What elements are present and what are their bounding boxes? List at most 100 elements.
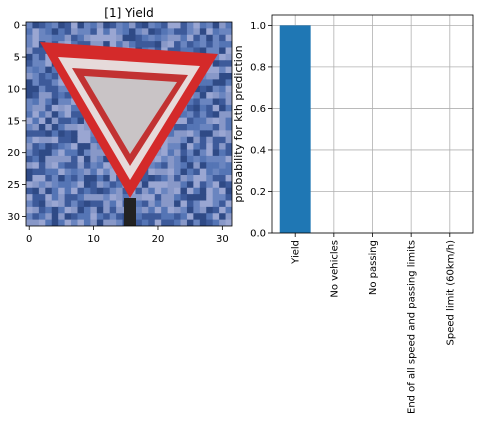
image-pixel (83, 130, 91, 138)
image-pixel (199, 155, 207, 163)
image-pixel (71, 136, 78, 144)
image-pixel (116, 28, 124, 36)
image-pixel (161, 149, 169, 157)
image-pixel (71, 124, 78, 131)
bar-y-tick-label: 0.8 (250, 62, 266, 73)
image-pixel (64, 162, 72, 170)
image-pixel (180, 200, 188, 208)
image-pixel (180, 47, 188, 55)
bar-x-tick-label: No vehicles (329, 240, 340, 298)
image-pixel (186, 98, 194, 106)
image-panel: [1] Yield 0 10 20 30 0 5 10 15 20 25 30 (7, 6, 233, 245)
image-pixel (32, 162, 40, 170)
image-pixel (77, 130, 85, 138)
image-pixel (90, 22, 98, 29)
image-pixel (193, 162, 201, 170)
image-pixel (26, 60, 33, 68)
image-pixel (141, 34, 149, 42)
image-pixel (51, 175, 59, 182)
image-pixel (225, 124, 232, 131)
image-pixel (186, 136, 194, 144)
image-pixel (32, 117, 40, 125)
image-pixel (206, 104, 214, 112)
image-pixel (90, 168, 98, 176)
image-pixel (45, 143, 53, 150)
image-pixel (32, 41, 40, 48)
image-pixel (174, 162, 181, 170)
image-pixel (212, 22, 220, 29)
image-pixel (167, 143, 175, 150)
image-pixel (90, 206, 98, 214)
image-pixel (148, 206, 156, 214)
image-pixel (38, 117, 46, 125)
image-pixel (71, 175, 78, 182)
image-pixel (219, 187, 227, 195)
image-pixel (71, 200, 78, 208)
sign-pole (124, 198, 136, 226)
image-pixel (206, 85, 214, 93)
bar-chart-panel: 0.0 0.2 0.4 0.6 0.8 1.0 Yield No vehicles No pa… (232, 14, 474, 414)
image-pixel (38, 219, 46, 226)
image-pixel (148, 22, 156, 29)
image-pixel (96, 143, 104, 150)
image-pixel (135, 34, 143, 42)
image-pixel (161, 194, 169, 201)
image-pixel (38, 136, 46, 144)
image-pixel (148, 219, 156, 226)
image-pixel (135, 22, 143, 29)
image-pixel (219, 41, 227, 48)
image-pixel (212, 41, 220, 48)
image-pixel (83, 213, 91, 221)
image-pixel (116, 181, 124, 189)
bar-y-axis: 0.0 0.2 0.4 0.6 0.8 1.0 (250, 21, 272, 240)
image-pixel (109, 200, 117, 208)
image-pixel (167, 194, 175, 201)
image-pixel (225, 175, 232, 182)
image-pixel (90, 194, 98, 201)
image-pixel (26, 187, 33, 195)
image-pixel (83, 136, 91, 144)
image-pixel (199, 175, 207, 182)
image-pixel (45, 219, 53, 226)
image-pixel (26, 47, 33, 55)
image-pixel (199, 111, 207, 119)
image-pixel (199, 124, 207, 131)
bar-x-axis: Yield No vehicles No passing End of all spe… (291, 233, 456, 414)
image-pixel (141, 200, 149, 208)
image-pixel (58, 104, 66, 112)
image-pixel (186, 213, 194, 221)
image-pixel (58, 98, 66, 106)
image-pixel (71, 28, 78, 36)
image-pixel (199, 117, 207, 125)
image-pixel (206, 143, 214, 150)
image-pixel (64, 181, 72, 189)
image-pixel (225, 181, 232, 189)
image-pixel (116, 41, 124, 48)
image-pixel (45, 130, 53, 138)
image-y-axis: 0 5 10 15 20 25 30 (7, 21, 26, 223)
image-pixel (96, 168, 104, 176)
image-pixel (103, 34, 111, 42)
image-pixel (64, 149, 72, 157)
image-pixel (77, 22, 85, 29)
image-pixel (225, 22, 232, 29)
image-pixel (199, 92, 207, 99)
image-y-tick-label: 20 (7, 148, 20, 159)
image-pixel (148, 34, 156, 42)
image-pixel (180, 143, 188, 150)
image-pixel (174, 130, 181, 138)
image-pixel (180, 155, 188, 163)
image-pixel (38, 124, 46, 131)
image-pixel (58, 130, 66, 138)
image-pixel (77, 187, 85, 195)
bar-y-tick-label: 1.0 (250, 21, 266, 32)
image-pixel (206, 66, 214, 74)
image-pixel (77, 28, 85, 36)
image-pixel (180, 194, 188, 201)
bar-y-tick-label: 0.4 (250, 145, 266, 156)
image-pixel (90, 219, 98, 226)
image-pixel (32, 85, 40, 93)
image-y-tick-label: 25 (7, 180, 20, 191)
image-x-tick-label: 30 (216, 234, 229, 245)
image-pixel (206, 124, 214, 131)
